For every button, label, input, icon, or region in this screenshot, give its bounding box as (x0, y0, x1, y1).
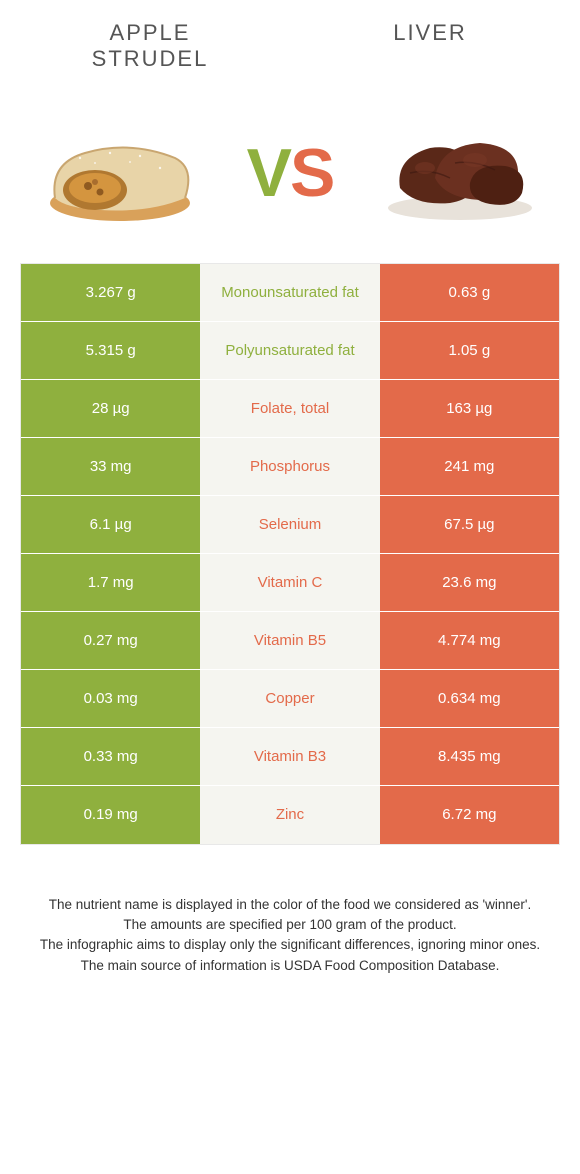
cell-right-value: 23.6 mg (380, 554, 559, 611)
table-row: 0.27 mgVitamin B54.774 mg (21, 612, 559, 670)
cell-right-value: 1.05 g (380, 322, 559, 379)
table-row: 0.19 mgZinc6.72 mg (21, 786, 559, 844)
cell-left-value: 5.315 g (21, 322, 200, 379)
cell-right-value: 163 µg (380, 380, 559, 437)
cell-left-value: 3.267 g (21, 264, 200, 321)
footnotes: The nutrient name is displayed in the co… (0, 845, 580, 996)
cell-nutrient-label: Monounsaturated fat (200, 264, 379, 321)
comparison-table: 3.267 gMonounsaturated fat0.63 g5.315 gP… (20, 263, 560, 845)
cell-left-value: 33 mg (21, 438, 200, 495)
cell-left-value: 0.27 mg (21, 612, 200, 669)
cell-right-value: 241 mg (380, 438, 559, 495)
cell-nutrient-label: Vitamin B3 (200, 728, 379, 785)
cell-nutrient-label: Zinc (200, 786, 379, 844)
cell-left-value: 0.33 mg (21, 728, 200, 785)
cell-nutrient-label: Folate, total (200, 380, 379, 437)
cell-nutrient-label: Phosphorus (200, 438, 379, 495)
header: Apple Strudel Liver (0, 0, 580, 83)
footnote-line: The nutrient name is displayed in the co… (30, 895, 550, 915)
table-row: 6.1 µgSelenium67.5 µg (21, 496, 559, 554)
vs-label: VS (247, 134, 334, 212)
table-row: 28 µgFolate, total163 µg (21, 380, 559, 438)
table-row: 0.33 mgVitamin B38.435 mg (21, 728, 559, 786)
vs-row: VS (0, 83, 580, 263)
cell-nutrient-label: Copper (200, 670, 379, 727)
footnote-line: The amounts are specified per 100 gram o… (30, 915, 550, 935)
strudel-icon (40, 118, 200, 228)
cell-nutrient-label: Selenium (200, 496, 379, 553)
cell-right-value: 4.774 mg (380, 612, 559, 669)
cell-right-value: 6.72 mg (380, 786, 559, 844)
cell-left-value: 1.7 mg (21, 554, 200, 611)
cell-right-value: 0.63 g (380, 264, 559, 321)
table-row: 1.7 mgVitamin C23.6 mg (21, 554, 559, 612)
cell-right-value: 67.5 µg (380, 496, 559, 553)
table-row: 0.03 mgCopper0.634 mg (21, 670, 559, 728)
food-image-left (40, 118, 200, 228)
cell-nutrient-label: Vitamin C (200, 554, 379, 611)
cell-right-value: 8.435 mg (380, 728, 559, 785)
vs-s: S (290, 135, 333, 211)
footnote-line: The main source of information is USDA F… (30, 956, 550, 976)
food-image-right (380, 118, 540, 228)
table-row: 33 mgPhosphorus241 mg (21, 438, 559, 496)
cell-nutrient-label: Polyunsaturated fat (200, 322, 379, 379)
cell-left-value: 6.1 µg (21, 496, 200, 553)
footnote-line: The infographic aims to display only the… (30, 935, 550, 955)
liver-icon (380, 118, 540, 228)
cell-left-value: 0.03 mg (21, 670, 200, 727)
food-title-left: Apple Strudel (50, 20, 250, 73)
cell-nutrient-label: Vitamin B5 (200, 612, 379, 669)
vs-v: V (247, 135, 290, 211)
cell-left-value: 0.19 mg (21, 786, 200, 844)
cell-left-value: 28 µg (21, 380, 200, 437)
table-row: 3.267 gMonounsaturated fat0.63 g (21, 264, 559, 322)
table-row: 5.315 gPolyunsaturated fat1.05 g (21, 322, 559, 380)
food-title-right: Liver (330, 20, 530, 73)
cell-right-value: 0.634 mg (380, 670, 559, 727)
